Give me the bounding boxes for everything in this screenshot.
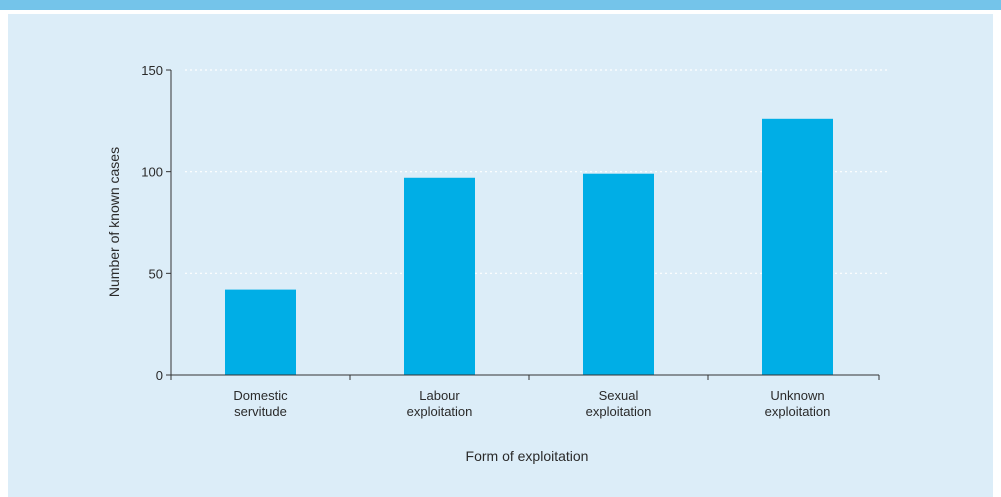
y-tick-label-100: 100 bbox=[141, 165, 163, 180]
top-accent-band bbox=[0, 0, 1001, 10]
x-tick-label-3: Unknown exploitation bbox=[765, 388, 831, 419]
axis-labels: Form of exploitation Number of known cas… bbox=[106, 147, 588, 464]
bars bbox=[225, 118, 833, 376]
x-tick-label-1: Labour exploitation bbox=[407, 388, 473, 419]
y-tick-label-0: 0 bbox=[156, 368, 163, 383]
x-tick-label-2: Sexual exploitation bbox=[586, 388, 652, 419]
x-tick-label-0: Domestic servitude bbox=[233, 388, 288, 419]
bar-1 bbox=[404, 177, 475, 375]
x-axis-title: Form of exploitation bbox=[466, 448, 589, 464]
y-tick-label-50: 50 bbox=[149, 266, 163, 281]
bar-2 bbox=[583, 173, 654, 375]
bar-0 bbox=[225, 289, 296, 375]
y-tick-label-150: 150 bbox=[141, 63, 163, 78]
axes: 0 50 100 150 Domestic servitude Labour exploita… bbox=[141, 63, 880, 419]
y-axis-title: Number of known cases bbox=[106, 147, 122, 297]
bar-3 bbox=[762, 118, 833, 376]
